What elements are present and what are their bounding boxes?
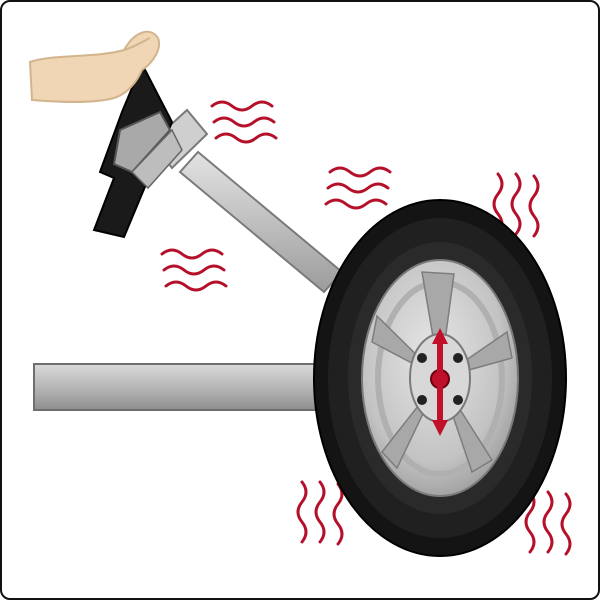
axle <box>33 363 335 411</box>
steering-wheel <box>92 61 183 239</box>
hand-icon <box>28 30 160 103</box>
double-arrow-vertical-icon <box>432 328 448 436</box>
steering-column <box>150 108 344 294</box>
wavy-lines-icon <box>160 100 572 556</box>
